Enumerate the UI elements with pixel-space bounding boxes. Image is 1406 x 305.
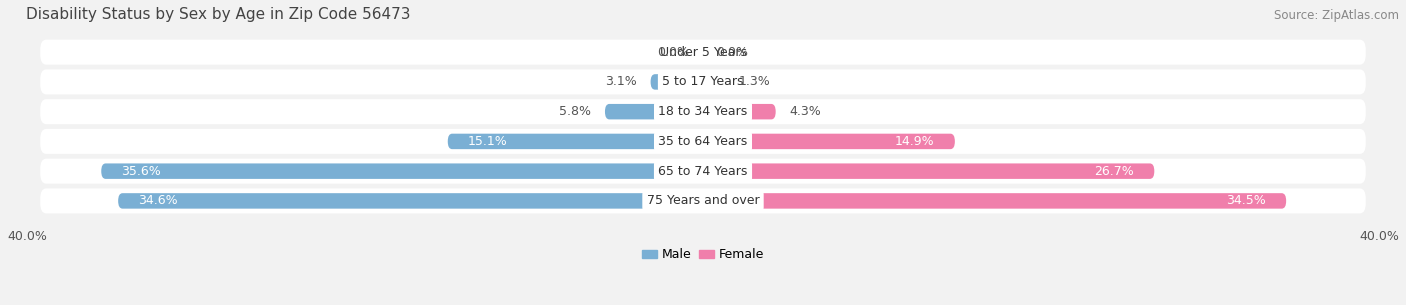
Legend: Male, Female: Male, Female: [637, 243, 769, 267]
FancyBboxPatch shape: [447, 134, 703, 149]
Text: 4.3%: 4.3%: [789, 105, 821, 118]
FancyBboxPatch shape: [118, 193, 703, 209]
FancyBboxPatch shape: [41, 99, 1365, 124]
Text: 35.6%: 35.6%: [121, 165, 162, 178]
Text: 3.1%: 3.1%: [606, 75, 637, 88]
Text: 65 to 74 Years: 65 to 74 Years: [658, 165, 748, 178]
Text: 34.6%: 34.6%: [138, 194, 179, 207]
Text: 34.5%: 34.5%: [1226, 194, 1265, 207]
Text: 35 to 64 Years: 35 to 64 Years: [658, 135, 748, 148]
FancyBboxPatch shape: [703, 74, 725, 90]
Text: 0.0%: 0.0%: [717, 46, 748, 59]
Text: 75 Years and over: 75 Years and over: [647, 194, 759, 207]
Text: 1.3%: 1.3%: [738, 75, 770, 88]
FancyBboxPatch shape: [101, 163, 703, 179]
Text: 15.1%: 15.1%: [468, 135, 508, 148]
Text: Disability Status by Sex by Age in Zip Code 56473: Disability Status by Sex by Age in Zip C…: [25, 7, 411, 22]
FancyBboxPatch shape: [605, 104, 703, 119]
FancyBboxPatch shape: [703, 193, 1286, 209]
Text: 5.8%: 5.8%: [560, 105, 592, 118]
FancyBboxPatch shape: [41, 40, 1365, 65]
FancyBboxPatch shape: [41, 70, 1365, 95]
FancyBboxPatch shape: [41, 159, 1365, 184]
FancyBboxPatch shape: [651, 74, 703, 90]
Text: Source: ZipAtlas.com: Source: ZipAtlas.com: [1274, 9, 1399, 22]
Text: 14.9%: 14.9%: [896, 135, 935, 148]
FancyBboxPatch shape: [703, 134, 955, 149]
FancyBboxPatch shape: [41, 188, 1365, 214]
Text: Under 5 Years: Under 5 Years: [659, 46, 747, 59]
Text: 5 to 17 Years: 5 to 17 Years: [662, 75, 744, 88]
FancyBboxPatch shape: [41, 129, 1365, 154]
Text: 18 to 34 Years: 18 to 34 Years: [658, 105, 748, 118]
FancyBboxPatch shape: [703, 104, 776, 119]
Text: 0.0%: 0.0%: [658, 46, 689, 59]
Text: 26.7%: 26.7%: [1094, 165, 1135, 178]
FancyBboxPatch shape: [703, 163, 1154, 179]
